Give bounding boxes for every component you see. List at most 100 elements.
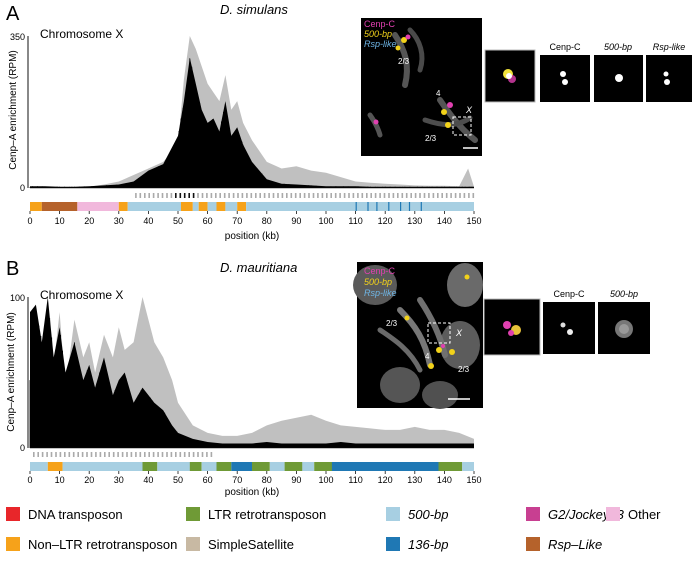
panel-b-repeat-mark	[206, 452, 208, 457]
panel-a-repeat-mark	[348, 193, 350, 198]
panel-b-insets: Cenp-C 500-bp	[483, 289, 650, 356]
panel-a-xtick-label: 20	[84, 216, 94, 226]
panel-a-series-0-area	[30, 57, 474, 189]
panel-b-annotation-track	[30, 462, 474, 471]
panel-b-xtick-label: 120	[378, 475, 393, 485]
panel-b-repeat-mark	[157, 452, 159, 457]
panel-b-repeat-mark	[170, 452, 173, 457]
panel-a-repeat-mark	[463, 193, 466, 198]
panel-a-repeat-mark	[175, 193, 177, 198]
panel-a-repeat-mark	[339, 193, 341, 198]
panel-b-ytick-max: 100	[10, 293, 25, 303]
panel-b-track-segment	[269, 462, 285, 471]
panel-b-repeat-mark	[108, 452, 110, 457]
panel-a-repeat-mark	[210, 193, 213, 198]
panel-a-track-segment	[216, 202, 226, 211]
panel-b-track-segment	[30, 462, 48, 471]
panel-a-track-stripe	[367, 202, 369, 211]
panel-b-repeat-mark	[104, 452, 106, 457]
panel-b-repeat-mark	[130, 452, 133, 457]
legend-item: SimpleSatellite	[186, 537, 294, 552]
panel-a-micrograph: Cenp-C 500-bp Rsp-like 2/3 4 2/3 X	[361, 18, 482, 156]
panel-a-repeat-mark	[281, 193, 284, 198]
legend-label: SimpleSatellite	[208, 537, 294, 552]
panel-a-repeat-mark	[388, 193, 390, 198]
legend-item: 500-bp	[386, 507, 448, 522]
panel-a-repeat-mark	[330, 193, 332, 198]
panel-b: B D. mauritiana Chromosome X Cenp–A enri…	[6, 258, 650, 498]
inset-a-title-rsp: Rsp-like	[653, 42, 686, 52]
panel-a-repeat-mark	[383, 193, 386, 198]
panel-a-repeat-mark	[317, 193, 319, 198]
inset-b-cenpc	[543, 302, 595, 354]
panel-a-track-stripe	[355, 202, 357, 211]
micrograph-b-label-500bp: 500-bp	[364, 277, 392, 287]
panel-a-repeat-mark	[450, 193, 452, 198]
panel-b-repeat-mark	[95, 452, 97, 457]
panel-a-xtick-label: 80	[262, 216, 272, 226]
panel-b-xtick-label: 0	[27, 475, 32, 485]
micrograph-b-mark-x: X	[455, 328, 463, 338]
panel-a-repeat-mark	[139, 193, 142, 198]
panel-a-species: D. simulans	[220, 2, 288, 17]
panel-a-chromosome: Chromosome X	[40, 27, 123, 41]
panel-a-repeat-mark	[201, 193, 204, 198]
panel-a-repeat-mark	[250, 193, 253, 198]
panel-b-track-segment	[47, 462, 63, 471]
panel-a-repeat-mark	[321, 193, 324, 198]
micrograph-b-label-cenpc: Cenp-C	[364, 266, 396, 276]
panel-a-repeat-mark	[454, 193, 457, 198]
panel-b-track-segment	[462, 462, 474, 471]
legend-swatch	[526, 507, 540, 521]
panel-b-repeat-mark	[179, 452, 182, 457]
panel-b-repeat-mark	[81, 452, 84, 457]
panel-b-track-segment	[331, 462, 439, 471]
legend-item: Non–LTR retrotransposon	[6, 537, 177, 552]
panel-b-repeat-mark	[77, 452, 79, 457]
panel-a-repeat-mark	[286, 193, 288, 198]
panel-b-repeat-mark	[37, 452, 39, 457]
panel-a-repeat-mark	[237, 193, 239, 198]
legend-swatch	[186, 507, 200, 521]
panel-a-xticks: 0 10 20 30 40 50 60 70 80 90 100 110 120 130 140 150	[27, 211, 482, 226]
panel-a-repeat-mark	[326, 193, 328, 198]
panel-a-repeat-mark	[259, 193, 261, 198]
inset-a-title-cenpc: Cenp-C	[549, 42, 581, 52]
panel-a-track-segment	[237, 202, 247, 211]
legend: DNA transposon LTR retrotransposon 500-bp G…	[6, 507, 661, 552]
panel-b-track-segment	[302, 462, 315, 471]
legend-swatch	[386, 537, 400, 551]
panel-a-track-segment	[192, 202, 199, 211]
inset-a-title-500bp: 500-bp	[604, 42, 632, 52]
panel-a-repeat-mark	[423, 193, 426, 198]
legend-item: DNA transposon	[6, 507, 123, 522]
panel-a-xtick-label: 50	[173, 216, 183, 226]
panel-a-xlabel: position (kb)	[225, 231, 279, 242]
panel-a-repeat-mark	[246, 193, 248, 198]
panel-b-repeat-mark	[148, 452, 150, 457]
panel-a-repeat-mark	[334, 193, 337, 198]
panel-b-xtick-label: 130	[407, 475, 422, 485]
panel-a-repeat-mark	[183, 193, 186, 198]
panel-a-ytick-min: 0	[20, 183, 25, 193]
legend-swatch	[6, 537, 20, 551]
panel-a-xtick-label: 0	[27, 216, 32, 226]
panel-a-repeat-mark	[392, 193, 395, 198]
panel-b-plot-area	[29, 297, 474, 449]
micrograph-a-roi-box	[452, 116, 472, 136]
panel-b-ylabel: Cenp–A enrichment (RPM)	[6, 312, 17, 432]
panel-a-repeat-mark	[437, 193, 439, 198]
panel-a-repeat-mark	[223, 193, 226, 198]
panel-a-repeat-mark	[432, 193, 435, 198]
panel-a-xtick-label: 40	[143, 216, 153, 226]
panel-b-repeat-mark	[197, 452, 199, 457]
panel-b-track-segment	[314, 462, 332, 471]
legend-label: Non–LTR retrotransposon	[28, 537, 177, 552]
panel-a-series-1-area	[30, 36, 474, 188]
panel-b-track-segment	[438, 462, 463, 471]
panel-b-repeat-mark	[139, 452, 142, 457]
panel-a-repeat-mark	[148, 193, 150, 198]
micrograph-b-mark-23-left: 2/3	[386, 319, 398, 328]
panel-a-xtick-label: 110	[348, 216, 362, 226]
